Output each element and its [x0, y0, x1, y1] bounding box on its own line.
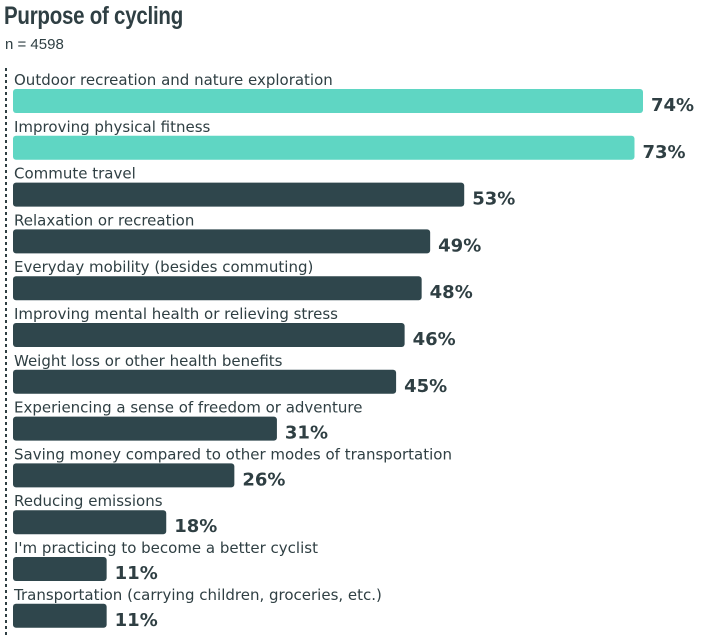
- value-label: 46%: [413, 329, 456, 350]
- chart-subtitle: n = 4598: [5, 36, 64, 53]
- value-label: 45%: [404, 376, 447, 397]
- value-label: 26%: [242, 469, 285, 490]
- bar: [13, 135, 635, 160]
- value-label: 73%: [642, 142, 685, 163]
- bar: [13, 463, 235, 488]
- bar: [13, 603, 107, 628]
- category-label: Saving money compared to other modes of …: [14, 445, 452, 463]
- value-label: 18%: [174, 516, 217, 537]
- value-label: 49%: [438, 235, 481, 256]
- category-label: Improving physical fitness: [14, 118, 211, 136]
- bar: [13, 229, 431, 254]
- bar: [13, 182, 465, 207]
- category-label: Transportation (carrying children, groce…: [13, 586, 382, 604]
- category-label: Relaxation or recreation: [14, 211, 194, 229]
- value-label: 31%: [285, 423, 328, 444]
- value-label: 11%: [115, 563, 158, 584]
- category-label: Weight loss or other health benefits: [14, 352, 283, 370]
- category-label: Experiencing a sense of freedom or adven…: [14, 399, 362, 417]
- value-label: 74%: [651, 95, 694, 116]
- category-label: I'm practicing to become a better cyclis…: [14, 539, 318, 557]
- bar: [13, 416, 277, 441]
- value-label: 53%: [472, 189, 515, 210]
- value-label: 48%: [430, 282, 473, 303]
- value-label: 11%: [115, 610, 158, 631]
- bar: [13, 323, 405, 347]
- bar: [13, 369, 397, 394]
- category-label: Reducing emissions: [14, 492, 163, 510]
- bar: [13, 276, 422, 301]
- bar: [13, 557, 107, 581]
- category-label: Everyday mobility (besides commuting): [14, 258, 313, 276]
- bar: [13, 89, 643, 113]
- bar: [13, 510, 167, 535]
- chart-title: Purpose of cycling: [4, 2, 183, 30]
- category-label: Outdoor recreation and nature exploratio…: [14, 71, 333, 89]
- category-label: Improving mental health or relieving str…: [14, 305, 338, 323]
- category-label: Commute travel: [14, 165, 136, 183]
